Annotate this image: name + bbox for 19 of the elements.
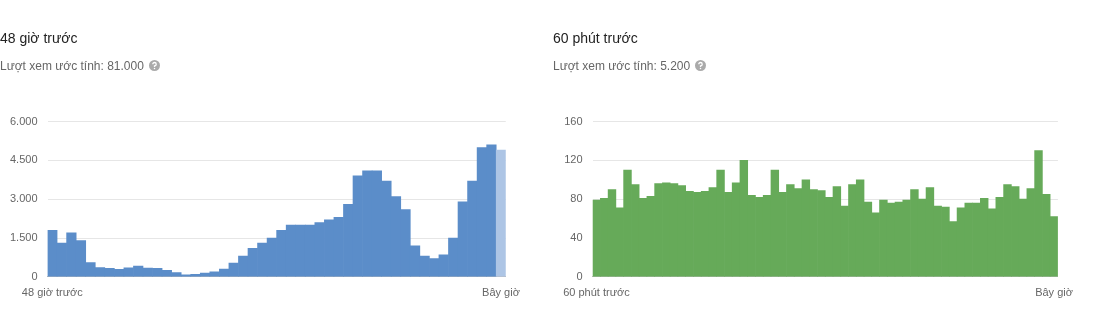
y-tick-label: 120 bbox=[564, 153, 583, 166]
y-tick-label: 4.500 bbox=[10, 153, 38, 166]
y-tick-label: 3.000 bbox=[10, 192, 38, 205]
chart-subtitle: Lượt xem ước tính: 5.200 bbox=[553, 59, 691, 73]
y-tick-label: 40 bbox=[570, 231, 583, 244]
y-tick-label: 6.000 bbox=[10, 114, 38, 127]
bar bbox=[495, 149, 506, 277]
chart-title: 48 giờ trước bbox=[0, 30, 78, 46]
y-tick-label: 0 bbox=[576, 269, 583, 282]
chart-subtitle: Lượt xem ước tính: 81.000 bbox=[0, 59, 144, 73]
x-tick-label: Bây giờ bbox=[482, 286, 520, 299]
x-tick-label: Bây giờ bbox=[1035, 286, 1073, 299]
y-tick-label: 0 bbox=[31, 269, 38, 282]
x-tick-label: 48 giờ trước bbox=[21, 286, 84, 299]
y-tick-label: 80 bbox=[570, 192, 583, 205]
y-tick-label: 160 bbox=[564, 114, 583, 127]
x-tick-label: 60 phút trước bbox=[563, 286, 631, 299]
chart-title: 60 phút trước bbox=[553, 30, 638, 46]
y-tick-label: 1.500 bbox=[10, 231, 38, 244]
